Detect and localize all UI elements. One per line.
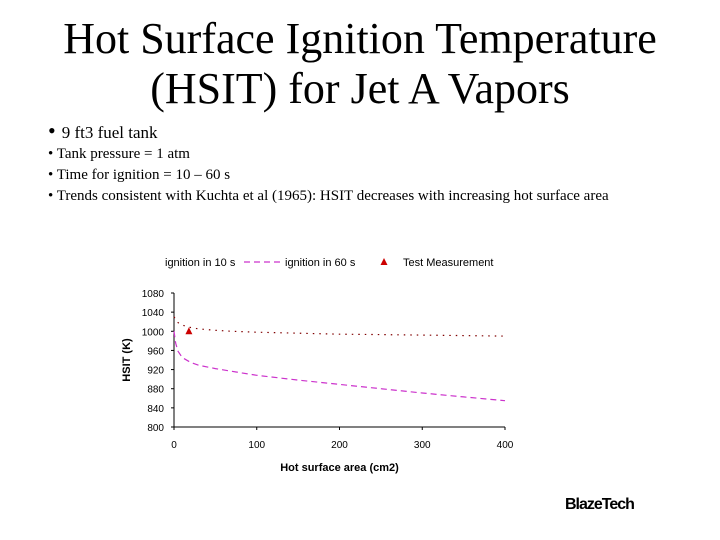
- y-tick-label: 920: [147, 366, 164, 377]
- y-axis-title: HSIT (K): [121, 338, 133, 382]
- x-tick-label: 400: [497, 440, 514, 451]
- sub-bullets: • Tank pressure = 1 atm • Time for ignit…: [48, 144, 678, 207]
- slide-title: Hot Surface Ignition Temperature (HSIT) …: [0, 14, 720, 114]
- legend-label-60s: ignition in 60 s: [285, 257, 356, 269]
- title-line-2: (HSIT) for Jet A Vapors: [150, 64, 570, 113]
- legend-label-test: Test Measurement: [403, 257, 493, 269]
- series-line-10s: [173, 316, 506, 337]
- x-tick-label: 300: [414, 440, 431, 451]
- bullet-dot-icon: •: [48, 118, 56, 143]
- legend-marker-test: [380, 258, 388, 265]
- y-tick-label: 1040: [142, 308, 165, 319]
- x-axis-title: Hot surface area (cm2): [280, 462, 399, 474]
- y-tick-label: 1000: [142, 327, 165, 338]
- x-tick-label: 100: [248, 440, 265, 451]
- main-bullet-text: 9 ft3 fuel tank: [61, 123, 158, 142]
- y-tick-label: 880: [147, 385, 164, 396]
- legend-label-10s: ignition in 10 s: [165, 257, 236, 269]
- main-bullet: • 9 ft3 fuel tank: [48, 118, 158, 144]
- test-measurement-marker: [185, 327, 193, 335]
- sub-bullet-pressure: • Tank pressure = 1 atm: [48, 146, 190, 162]
- blazetech-logo: BlazeTech: [565, 496, 635, 513]
- x-tick-label: 0: [171, 440, 177, 451]
- y-tick-label: 1080: [142, 289, 165, 300]
- y-tick-label: 960: [147, 346, 164, 357]
- sub-bullet-trends: • Trends consistent with Kuchta et al (1…: [48, 188, 609, 204]
- title-line-1: Hot Surface Ignition Temperature: [63, 14, 657, 63]
- sub-bullet-time: • Time for ignition = 10 – 60 s: [48, 167, 231, 183]
- x-tick-label: 200: [331, 440, 348, 451]
- y-tick-label: 800: [147, 423, 164, 434]
- series-line-60s: [173, 331, 506, 402]
- y-tick-label: 840: [147, 404, 164, 415]
